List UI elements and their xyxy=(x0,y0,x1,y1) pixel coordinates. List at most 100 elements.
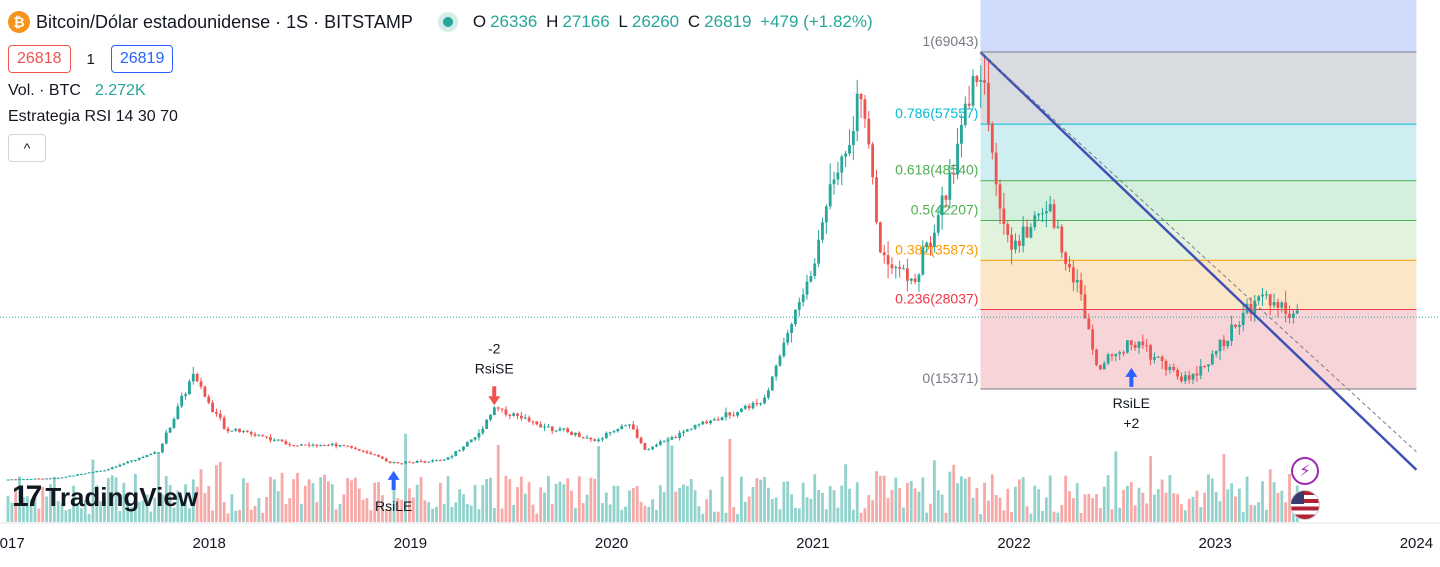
candle-body xyxy=(1261,294,1264,297)
volume-bar xyxy=(381,495,384,522)
volume-bar xyxy=(435,506,438,522)
buy-price-button[interactable]: 26819 xyxy=(110,45,174,73)
volume-bar xyxy=(377,482,380,522)
candle-body xyxy=(1106,354,1110,364)
candle-body xyxy=(566,428,570,433)
fibonacci-retracement[interactable]: 1(69043) 0.786(57557) 0.618(48540) 0.5(4220… xyxy=(895,0,1417,390)
signal-label: RsiSE xyxy=(475,360,514,376)
volume-bar xyxy=(585,494,589,522)
volume-bar xyxy=(354,477,357,522)
volume-bar xyxy=(790,494,793,522)
volume-bar xyxy=(408,488,411,522)
candle-body xyxy=(130,460,133,462)
volume-bar xyxy=(1214,491,1218,522)
volume-bar xyxy=(1102,486,1106,522)
candle-body xyxy=(971,76,975,106)
bolt-glyph: ⚡ xyxy=(1299,463,1311,480)
candle-body xyxy=(805,281,809,295)
candle-body xyxy=(577,432,581,437)
tradingview-logo[interactable]: 17 TradingView xyxy=(12,480,198,514)
candle-body xyxy=(844,153,848,157)
candle-body xyxy=(438,460,442,462)
candle-body xyxy=(1241,312,1245,326)
volume-bar xyxy=(145,494,149,522)
candle-body xyxy=(720,417,724,421)
candle-body xyxy=(408,461,411,463)
candle-body xyxy=(334,443,338,447)
candle-body xyxy=(381,456,384,459)
open-key: O xyxy=(472,12,487,31)
candle-body xyxy=(473,437,477,440)
sell-price-button[interactable]: 26818 xyxy=(8,45,71,73)
candle-body xyxy=(662,440,666,442)
candle-body xyxy=(975,76,979,82)
candle-body xyxy=(1006,224,1010,235)
long-entry-arrow xyxy=(387,470,400,490)
volume-bar xyxy=(743,501,747,522)
volume-bar xyxy=(747,496,751,522)
volume-bar xyxy=(960,476,963,522)
volume-bar xyxy=(859,512,863,522)
candle-body xyxy=(1195,373,1199,376)
candle-body xyxy=(207,396,211,403)
symbol-title[interactable]: Bitcoin/Dólar estadounidense · 1S · BITS… xyxy=(36,11,413,32)
volume-bar xyxy=(280,472,284,522)
volume-bar xyxy=(296,472,299,522)
volume-bar xyxy=(1141,492,1145,522)
volume-bar xyxy=(1118,507,1122,522)
volume-bar xyxy=(226,513,230,522)
volume-bar xyxy=(635,485,639,522)
volume-bar xyxy=(29,499,33,522)
candle-body xyxy=(1052,204,1056,228)
volume-bar xyxy=(1052,511,1056,522)
trendline[interactable] xyxy=(979,51,1418,471)
candle-body xyxy=(828,184,832,207)
candle-body xyxy=(782,342,786,357)
candle-body xyxy=(342,445,346,447)
ohlc-values: O 26336 H 27166 L 26260 C 26819 +479 (+1.82%… xyxy=(473,12,877,32)
volume-bar xyxy=(956,483,959,522)
us-flag-icon[interactable] xyxy=(1290,490,1320,520)
volume-bar xyxy=(361,499,365,522)
candle-body xyxy=(666,439,670,441)
volume-bar xyxy=(1218,501,1222,522)
volume-bar xyxy=(315,502,319,522)
volume-bar xyxy=(485,479,489,522)
candle-body xyxy=(133,459,137,461)
bolt-icon[interactable]: ⚡ xyxy=(1291,457,1319,485)
candle-body xyxy=(736,412,739,416)
volume-bar xyxy=(898,487,902,522)
candle-body xyxy=(106,469,110,471)
candle-body xyxy=(1164,360,1168,371)
candle-body xyxy=(161,443,164,453)
candle-body xyxy=(1218,339,1222,352)
candle-body xyxy=(14,479,18,481)
candle-body xyxy=(1180,376,1183,382)
candle-body xyxy=(813,263,817,277)
order-quantity[interactable]: 1 xyxy=(86,50,95,68)
candle-body xyxy=(508,414,512,416)
volume-bar xyxy=(79,508,83,522)
candle-body xyxy=(516,413,519,416)
volume-bar xyxy=(994,495,998,522)
candle-body xyxy=(354,447,357,450)
fib-level-label: 0.236(28037) xyxy=(895,290,978,306)
candle-body xyxy=(1230,324,1234,341)
volume-bar xyxy=(388,509,392,522)
candle-body xyxy=(276,439,280,441)
volume-bar xyxy=(14,487,18,522)
candle-body xyxy=(496,407,500,409)
signal-label: RsiLE xyxy=(1113,395,1150,411)
volume-bar xyxy=(832,490,836,522)
volume-bar xyxy=(886,498,890,522)
volume-bar xyxy=(25,496,29,522)
strategy-indicator[interactable]: Estrategia RSI 14 30 70 xyxy=(8,108,178,125)
collapse-legend-button[interactable]: ^ xyxy=(8,134,46,162)
candle-body xyxy=(751,402,755,409)
volume-bar xyxy=(867,495,871,522)
candle-body xyxy=(562,428,566,430)
volume-indicator[interactable]: Vol. · BTC 2.272K xyxy=(8,82,877,100)
candle-body xyxy=(442,459,446,461)
volume-bar xyxy=(705,499,709,522)
